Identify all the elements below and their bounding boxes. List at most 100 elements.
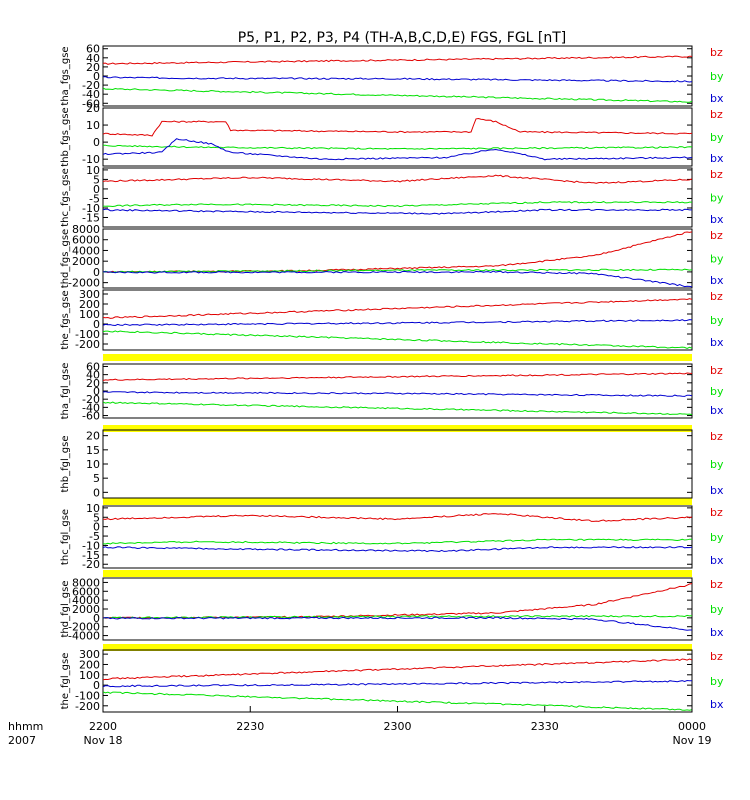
legend-bz: bz xyxy=(710,168,723,181)
y-tick-label: -60 xyxy=(82,97,100,110)
series-bz-line xyxy=(103,658,692,681)
y-tick-label: 2000 xyxy=(72,255,100,268)
series-bx-line xyxy=(103,616,692,631)
panel-frame xyxy=(102,363,693,419)
y-tick-label: -200 xyxy=(75,338,100,351)
legend-bz: bz xyxy=(710,290,723,303)
series-bz-line xyxy=(103,55,692,65)
legend-bx: bx xyxy=(710,152,724,165)
panel-frame xyxy=(102,228,693,289)
series-bz-line xyxy=(103,231,692,274)
y-tick-label: -10 xyxy=(82,202,100,215)
panel-frame xyxy=(102,289,693,351)
separator-bar xyxy=(103,570,692,577)
legend-bx: bx xyxy=(710,274,724,287)
separator-bar xyxy=(103,644,692,651)
legend-by: by xyxy=(710,192,724,205)
series-by-line xyxy=(103,538,692,545)
series-by-line xyxy=(103,144,692,150)
x-axis-sublabel: 2007 xyxy=(8,734,36,747)
y-tick-label: 6000 xyxy=(72,234,100,247)
y-tick-label: 15 xyxy=(86,444,100,457)
y-axis-label: thc_fgs_gse xyxy=(60,168,71,227)
y-tick-label: -15 xyxy=(82,549,100,562)
y-axis-label: the_fgl_gse xyxy=(60,653,71,710)
x-tick-label: 2300 xyxy=(384,720,412,733)
panel-frame xyxy=(102,429,693,499)
x-tick-label: 2200 xyxy=(89,720,117,733)
y-tick-label: 5 xyxy=(93,511,100,524)
y-tick-label: 20 xyxy=(86,430,100,443)
panel-frame xyxy=(102,577,693,641)
chart-title: P5, P1, P2, P3, P4 (TH-A,B,C,D,E) FGS, F… xyxy=(238,30,567,46)
y-tick-label: 300 xyxy=(79,288,100,301)
y-tick-label: -2000 xyxy=(68,277,100,290)
series-bx-line xyxy=(103,208,692,215)
y-tick-label: -10 xyxy=(82,539,100,552)
legend-bz: bz xyxy=(710,430,723,443)
panel-thb_fgs_gse: 20 10 0 -10 thb_fgs_gse bz by bx xyxy=(60,102,724,167)
legend-by: by xyxy=(710,314,724,327)
y-tick-label: 10 xyxy=(86,502,100,515)
x-tick-label: 2230 xyxy=(236,720,264,733)
y-tick-label: 0 xyxy=(93,612,100,625)
legend-bx: bx xyxy=(710,92,724,105)
y-tick-label: 20 xyxy=(86,377,100,390)
y-axis-label: thd_fgl_gse xyxy=(60,581,71,638)
y-tick-label: 0 xyxy=(93,266,100,279)
y-axis-label: thb_fgs_gse xyxy=(60,107,71,166)
legend-by: by xyxy=(710,131,724,144)
y-tick-label: 10 xyxy=(86,458,100,471)
legend-bz: bz xyxy=(710,506,723,519)
y-axis-label: thb_fgl_gse xyxy=(60,436,71,493)
x-tick-label: 2330 xyxy=(531,720,559,733)
y-axis-label: thd_fgs_gse xyxy=(60,229,71,288)
y-axis-label: tha_fgl_gse xyxy=(60,363,71,420)
y-tick-label: 0 xyxy=(93,318,100,331)
legend-by: by xyxy=(710,385,724,398)
x-tick-date: Nov 19 xyxy=(673,734,712,747)
y-tick-label: 40 xyxy=(86,52,100,65)
y-axis-label: tha_fgs_gse xyxy=(60,46,71,105)
y-tick-label: 60 xyxy=(86,360,100,373)
series-bz-line xyxy=(103,174,692,184)
legend-by: by xyxy=(710,70,724,83)
y-tick-label: -4000 xyxy=(68,630,100,643)
legend-bx: bx xyxy=(710,698,724,711)
legend-bz: bz xyxy=(710,650,723,663)
legend-bx: bx xyxy=(710,554,724,567)
y-tick-label: 40 xyxy=(86,369,100,382)
y-tick-label: 60 xyxy=(86,43,100,56)
y-tick-label: 5 xyxy=(93,472,100,485)
x-tick-date: Nov 18 xyxy=(84,734,123,747)
y-tick-label: 10 xyxy=(86,164,100,177)
series-bx-line xyxy=(103,76,692,83)
legend-by: by xyxy=(710,531,724,544)
y-tick-label: -20 xyxy=(82,558,100,571)
y-tick-label: 2000 xyxy=(72,603,100,616)
y-tick-label: 0 xyxy=(93,679,100,692)
y-tick-label: 4000 xyxy=(72,244,100,257)
legend-bz: bz xyxy=(710,46,723,59)
series-by-line xyxy=(103,201,692,208)
y-tick-label: 100 xyxy=(79,308,100,321)
series-bx-line xyxy=(103,546,692,553)
y-tick-label: 4000 xyxy=(72,594,100,607)
y-tick-label: 8000 xyxy=(72,576,100,589)
legend-by: by xyxy=(710,253,724,266)
y-tick-label: -2000 xyxy=(68,621,100,634)
separator-bar xyxy=(103,425,692,432)
y-tick-label: 0 xyxy=(93,486,100,499)
y-tick-label: -20 xyxy=(82,79,100,92)
series-bx-line xyxy=(103,679,692,688)
legend-by: by xyxy=(710,458,724,471)
legend-bx: bx xyxy=(710,626,724,639)
